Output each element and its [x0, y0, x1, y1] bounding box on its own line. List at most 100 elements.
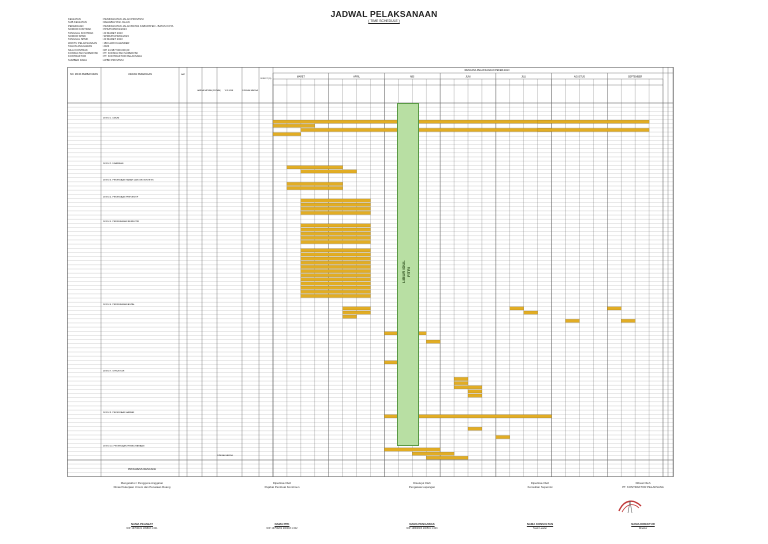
month-label: JUNI [465, 77, 470, 79]
signature-name: NAMA PEJABAT [131, 522, 153, 527]
info-value: : PT. KONTRAKTOR PELAKSANA [102, 55, 143, 59]
schedule-bar [537, 128, 650, 132]
signature-role: Dibuat Oleh [635, 481, 651, 485]
signature-block-3: Disetujui Oleh Pengawas Lapangan NAMA PE… [362, 481, 482, 530]
schedule-bar [300, 281, 371, 286]
signature-org: Konsultan Supervisi [527, 484, 553, 489]
signature-role: Diperiksa Oleh [530, 481, 550, 485]
info-value: : SPMK/PUPR/01/2023 [102, 35, 129, 39]
schedule-bar [523, 310, 538, 315]
signature-nip: NIP. 19750202 200003 1 002 [266, 526, 298, 530]
info-row: KONSULTAN SUPERVISI : PT. KONSULTAN SUPER… [68, 52, 242, 55]
schedule-bar [300, 277, 371, 282]
schedule-bar [453, 381, 469, 385]
schedule-bar [384, 414, 552, 419]
schedule-bar [453, 377, 469, 381]
signature-block-1: Mengetahui / Pengguna Anggaran Dinas Pek… [82, 481, 202, 530]
section-label: DIVISI 6. PERKERASAN ASPAL [103, 303, 135, 306]
schedule-bar [300, 203, 371, 207]
schedule-bar [467, 427, 483, 431]
schedule-bar [300, 240, 371, 244]
schedule-bar [300, 232, 371, 236]
schedule-bar [300, 273, 371, 277]
info-key: KEGIATAN [68, 18, 81, 21]
info-row: PEKERJAAN: PENINGKATAN JALAN BATAS KABUP… [68, 25, 242, 28]
header-jumlah: JUMLAH HARGA [242, 89, 258, 92]
month-label: SEPTEMBER [628, 77, 643, 79]
schedule-bar [607, 306, 622, 311]
schedule-bar [495, 435, 510, 439]
info-key: TANGGAL SPMK [68, 38, 89, 42]
signature-nip: NIP. 19800303 200501 1 003 [406, 526, 438, 530]
schedule-bar [300, 265, 371, 269]
schedule-bar [412, 452, 455, 456]
signature-org: Pengawas Lapangan [408, 484, 436, 489]
schedule-grid: NO. MATA PEMBAYARAN URAIAN PEKERJAAN SAT HA… [67, 67, 674, 477]
info-value: : APBD PROVINSI [102, 58, 124, 62]
schedule-bar [286, 165, 343, 170]
schedule-bar [300, 256, 371, 261]
schedule-bar [467, 393, 483, 398]
info-row: KEGIATAN: PENINGKATAN JALAN PROVINSI [68, 18, 242, 21]
signature-block-4: Diperiksa Oleh Konsultan Supervisi NAMA … [490, 481, 590, 530]
month-label: MEI [410, 77, 414, 79]
project-info: KEGIATAN: PENINGKATAN JALAN PROVINSI SUB … [68, 18, 242, 62]
schedule-bar [453, 385, 483, 389]
schedule-bar [300, 290, 371, 294]
schedule-bar [300, 207, 371, 211]
header-sat: SAT [181, 73, 186, 76]
info-key: KONSULTAN SUPERVISI [68, 52, 98, 56]
schedule-bar [272, 132, 301, 136]
signature-role: Disetujui Oleh [413, 481, 431, 485]
month-label: MARET [297, 76, 306, 79]
section-label: DIVISI 1. UMUM [103, 117, 119, 119]
schedule-bar [565, 319, 580, 323]
signature-org: Dinas Pekerjaan Umum dan Penataan Ruang [113, 484, 171, 489]
signature-nip: Direktur [638, 526, 648, 530]
info-key: TAHUN ANGGARAN [68, 45, 93, 49]
schedule-bar [272, 124, 315, 128]
schedule-bar [300, 286, 371, 290]
info-key: TANGGAL KONTRAK [68, 31, 94, 35]
info-key: KONTRAKTOR [68, 55, 86, 59]
info-row: WAKTU PELAKSANAAN : 180 HARI KALENDER [68, 42, 242, 45]
info-key: NOMOR KONTRAK [68, 28, 92, 32]
signature-org: Pejabat Pembuat Komitmen [264, 484, 300, 489]
month-label: JULI [521, 77, 526, 79]
progress-label: PROGRESS RENCANA [128, 467, 156, 471]
schedule-bar [286, 186, 343, 190]
signature-org: PT. KONTRAKTOR PELAKSANA [622, 484, 664, 489]
info-key: NOMOR SPMK [68, 35, 87, 39]
info-row: SUMBER DANA : APBD PROVINSI [68, 59, 242, 62]
section-label: DIVISI 9. PEKERJAAN HARIAN [103, 411, 135, 414]
section-label: DIVISI 10. PEKERJAAN PEMELIHARAAN [103, 444, 145, 447]
header-bobot: BOBOT (%) [261, 78, 272, 80]
info-value: : 23 MARET 2023 [102, 31, 123, 35]
signature-name: NAMA PPK [274, 522, 290, 527]
schedule-bar [384, 447, 441, 452]
info-row: NOMOR SPMK : SPMK/PUPR/01/2023 [68, 35, 242, 38]
schedule-bar [300, 236, 371, 240]
header-uraian: URAIAN PEKERJAAN [128, 73, 152, 76]
info-value: : 23 MARET 2023 [102, 38, 123, 42]
info-key: SUMBER DANA [68, 58, 88, 62]
schedule-bar [300, 261, 371, 265]
document-subtitle: ( TIME SCHEDULE ) [368, 19, 400, 23]
info-row: SUB KEGIATAN: REHABILITASI JALAN [68, 21, 242, 24]
signature-role: Mengetahui / Pengguna Anggaran [120, 481, 164, 485]
info-value: : 180 HARI KALENDER [102, 41, 130, 45]
info-value: : PPK/PUPR/01/2023 [102, 28, 127, 32]
total-label: JUMLAH HARGA [217, 454, 233, 457]
schedule-bar [300, 252, 371, 257]
schedule-bar [426, 456, 469, 460]
info-row: NILAI KONTRAK: RP 14.987.500.000,00 [68, 49, 242, 52]
company-logo-icon [618, 500, 642, 514]
info-key: WAKTU PELAKSANAAN [68, 41, 98, 45]
signature-block-2: Diperiksa Oleh Pejabat Pembuat Komitmen … [222, 481, 342, 530]
schedule-bar [300, 227, 371, 232]
info-value: : 2023 [102, 45, 110, 49]
holiday-column [397, 103, 419, 446]
info-value: : PT. KONSULTAN SUPERVISI [102, 52, 138, 56]
info-key: SUB KEGIATAN [68, 21, 87, 25]
section-label: DIVISI 4. PEKERJAAN PREVENTIF [103, 195, 139, 198]
